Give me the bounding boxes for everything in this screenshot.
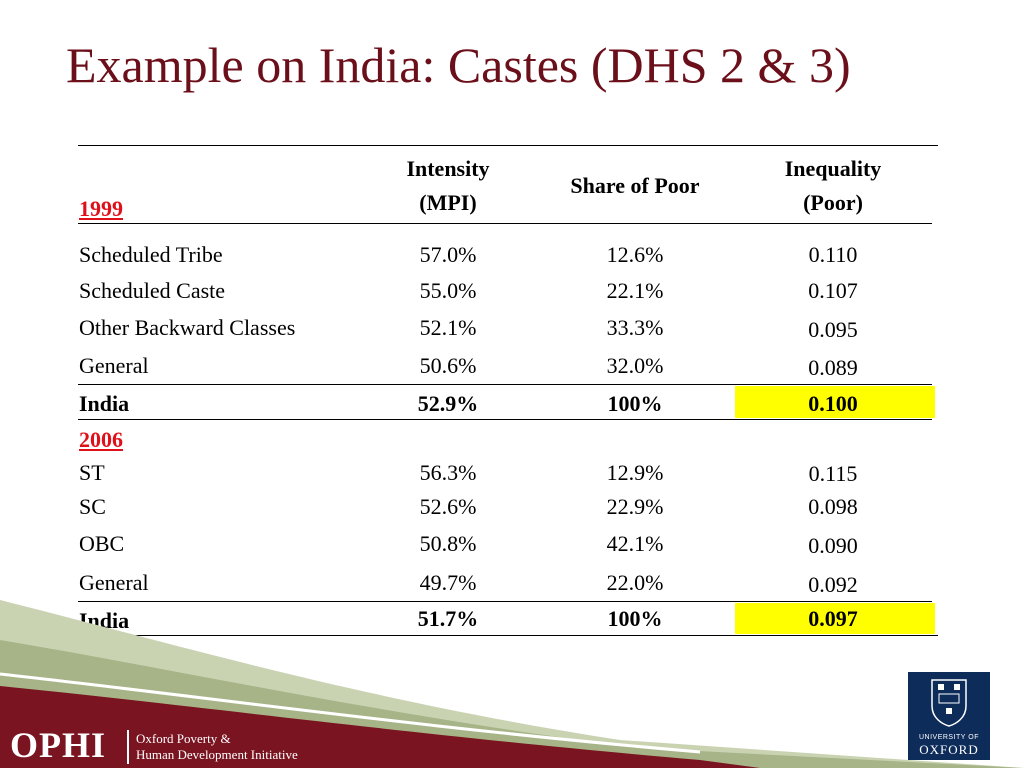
header-inequality-line1: Inequality [784, 156, 882, 181]
section-year-1999: 1999 [79, 196, 123, 221]
section-year-2006: 2006 [79, 427, 123, 452]
oxford-crest-icon [931, 679, 967, 727]
header-intensity-line1: Intensity [406, 156, 490, 181]
row-inequality: 0.092 [808, 572, 858, 597]
row-group: General [79, 353, 149, 378]
row-inequality: 0.115 [808, 461, 858, 486]
header-intensity: Intensity (MPI) [378, 152, 518, 220]
total-group: India [79, 608, 130, 633]
footer-swoosh-red-band [0, 686, 760, 768]
india-1999-top-rule [78, 384, 932, 385]
ophi-name-line1: Oxford Poverty & [136, 731, 231, 746]
row-share: 22.0% [606, 570, 664, 595]
row-group: OBC [79, 531, 125, 556]
total-intensity: 52.9% [417, 391, 479, 416]
total-share: 100% [607, 606, 663, 631]
row-intensity: 55.0% [419, 278, 477, 303]
header-intensity-line2: (MPI) [419, 190, 477, 215]
row-share: 22.9% [606, 494, 664, 519]
row-group: ST [79, 460, 105, 485]
row-intensity: 56.3% [419, 460, 477, 485]
total-intensity: 51.7% [417, 606, 479, 631]
row-share: 42.1% [606, 531, 664, 556]
row-inequality: 0.098 [808, 494, 858, 519]
ophi-name: Oxford Poverty & Human Development Initi… [136, 731, 298, 763]
row-group: Scheduled Tribe [79, 242, 223, 267]
oxford-wordmark: OXFORD [919, 742, 979, 757]
row-intensity: 52.1% [419, 315, 477, 340]
india-1999-bottom-rule [78, 419, 932, 420]
row-share: 32.0% [606, 353, 664, 378]
row-intensity: 52.6% [419, 494, 477, 519]
row-inequality: 0.107 [808, 278, 858, 303]
header-inequality: Inequality (Poor) [758, 152, 908, 220]
oxford-university-of: UNIVERSITY OF [918, 734, 980, 741]
row-group: Scheduled Caste [79, 278, 226, 303]
header-inequality-line2: (Poor) [803, 190, 863, 215]
row-inequality: 0.095 [808, 317, 858, 342]
highlight-india-1999-inequality [735, 386, 935, 418]
row-share: 12.6% [606, 242, 664, 267]
header-bottom-rule [78, 223, 932, 224]
row-intensity: 49.7% [419, 570, 477, 595]
ophi-name-line2: Human Development Initiative [136, 747, 298, 762]
row-inequality: 0.089 [808, 355, 858, 380]
row-intensity: 50.8% [419, 531, 477, 556]
oxford-logo: UNIVERSITY OF OXFORD [908, 672, 990, 760]
row-share: 12.9% [606, 460, 664, 485]
header-share-of-poor: Share of Poor [570, 173, 700, 198]
ophi-logo: OPHI [10, 725, 107, 765]
row-intensity: 50.6% [419, 353, 477, 378]
row-intensity: 57.0% [419, 242, 477, 267]
row-inequality: 0.110 [808, 242, 858, 267]
total-inequality: 0.100 [808, 391, 858, 416]
ophi-logo-divider [127, 730, 129, 764]
row-group: General [79, 570, 149, 595]
total-share: 100% [607, 391, 663, 416]
row-share: 22.1% [606, 278, 664, 303]
total-group: India [79, 391, 130, 416]
table-bottom-rule [78, 635, 938, 636]
row-inequality: 0.090 [808, 533, 858, 558]
table-top-rule [78, 145, 938, 146]
row-group: SC [79, 494, 106, 519]
row-group: Other Backward Classes [79, 315, 296, 340]
page-title: Example on India: Castes (DHS 2 & 3) [66, 37, 851, 93]
total-inequality: 0.097 [808, 606, 858, 631]
row-share: 33.3% [606, 315, 664, 340]
india-2006-top-rule [78, 601, 932, 602]
